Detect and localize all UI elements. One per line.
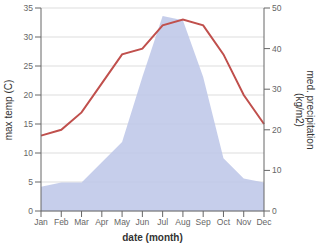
svg-text:Apr: Apr (95, 217, 108, 227)
svg-text:10: 10 (272, 165, 282, 175)
svg-text:30: 30 (272, 84, 282, 94)
svg-text:Sep: Sep (196, 217, 211, 227)
html-text:med. precipitation: med. precipitation (305, 70, 316, 149)
svg-text:10: 10 (24, 148, 34, 158)
html-text:date (month): date (month) (122, 232, 183, 243)
svg-text:Jul: Jul (157, 217, 168, 227)
svg-text:20: 20 (24, 90, 34, 100)
svg-text:Jun: Jun (136, 217, 150, 227)
svg-text:Feb: Feb (54, 217, 69, 227)
svg-text:0: 0 (28, 206, 33, 216)
svg-text:Mar: Mar (74, 217, 89, 227)
svg-text:30: 30 (24, 32, 34, 42)
svg-text:0: 0 (272, 206, 277, 216)
svg-text:Oct: Oct (217, 217, 231, 227)
svg-text:Nov: Nov (236, 217, 252, 227)
svg-text:15: 15 (24, 119, 34, 129)
svg-text:Dec: Dec (256, 217, 272, 227)
svg-text:50: 50 (272, 3, 282, 13)
html-text:max temp (C): max temp (C) (2, 79, 14, 140)
html-text:(kg/m2): (kg/m2) (294, 92, 305, 127)
svg-text:20: 20 (272, 125, 282, 135)
svg-text:May: May (114, 217, 131, 227)
svg-text:Jan: Jan (34, 217, 48, 227)
svg-text:Aug: Aug (175, 217, 190, 227)
svg-text:40: 40 (272, 44, 282, 54)
svg-text:25: 25 (24, 61, 34, 71)
svg-text:35: 35 (24, 3, 34, 13)
svg-text:5: 5 (28, 177, 33, 187)
